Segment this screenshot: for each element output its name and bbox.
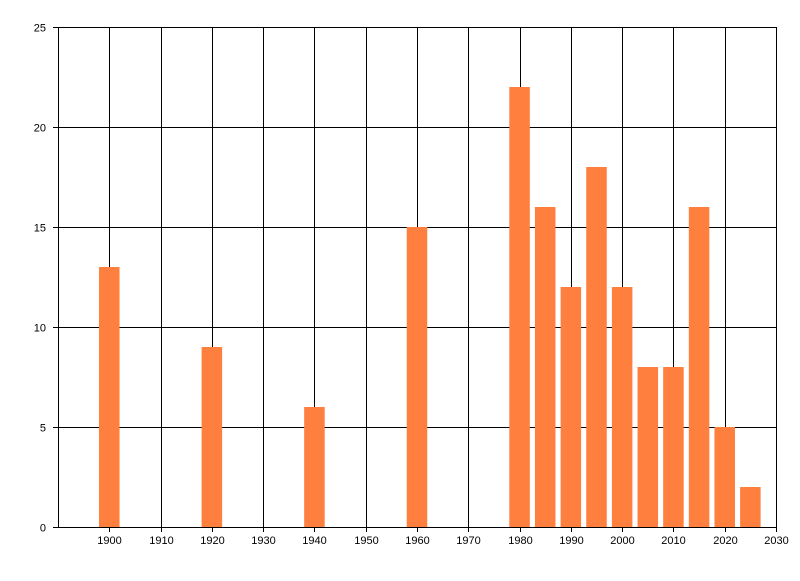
bar-2005 <box>637 367 659 527</box>
bar-2000 <box>611 287 633 527</box>
x-tick-label: 1970 <box>456 535 480 547</box>
bar-2025 <box>740 487 761 527</box>
x-tick-label: 2030 <box>764 535 788 547</box>
x-tick-label: 2020 <box>713 535 737 547</box>
bar-1985 <box>534 207 556 527</box>
x-tick-label: 1960 <box>405 535 429 547</box>
x-tick-label: 2000 <box>610 535 634 547</box>
bar-2020 <box>714 427 735 527</box>
bar-1900 <box>99 267 120 527</box>
y-tick-label: 0 <box>40 523 46 535</box>
bars <box>99 87 761 527</box>
y-tick-label: 5 <box>40 423 46 435</box>
bar-1940 <box>304 407 325 527</box>
y-tick-label: 20 <box>34 123 46 135</box>
x-tick-label: 1990 <box>559 535 583 547</box>
tick-labels: 0 5 10 15 20 25 1900 1910 1920 1930 1940 1950 1960 19… <box>34 23 789 548</box>
y-tick-label: 25 <box>34 23 46 35</box>
x-tick-label: 1920 <box>200 535 224 547</box>
x-tick-label: 1980 <box>508 535 532 547</box>
y-tick-label: 10 <box>34 323 46 335</box>
bar-1990 <box>560 287 582 527</box>
x-tick-label: 1940 <box>302 535 326 547</box>
bar-2015 <box>688 207 710 527</box>
bar-2010 <box>663 367 684 527</box>
x-tick-label: 1910 <box>149 535 173 547</box>
x-tick-label: 2010 <box>661 535 685 547</box>
bar-1995 <box>586 167 607 527</box>
bar-1960 <box>406 227 428 527</box>
x-tick-label: 1900 <box>97 535 121 547</box>
axes <box>53 27 777 532</box>
bar-1980 <box>509 87 530 527</box>
y-tick-label: 15 <box>34 223 46 235</box>
x-tick-label: 1930 <box>251 535 275 547</box>
x-tick-label: 1950 <box>354 535 378 547</box>
bar-1920 <box>201 347 223 527</box>
